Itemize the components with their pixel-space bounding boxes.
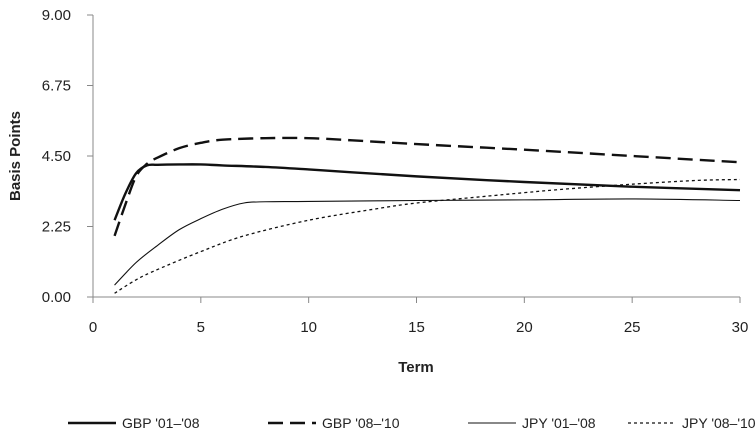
series-line-gbp-08-10	[113, 136, 741, 237]
y-axis-title: Basis Points	[7, 111, 24, 201]
legend: GBP '01–'08 GBP '08–'10 JPY '01–'08 JPY '08…	[68, 415, 755, 431]
y-tick-label: 9.00	[42, 7, 71, 24]
plot-series	[113, 136, 741, 294]
legend-item-gbp-08-10: GBP '08–'10	[268, 415, 400, 431]
series-line-jpy-01-08	[114, 198, 741, 286]
legend-item-jpy-08-10: JPY '08–'10	[628, 415, 755, 431]
y-tick-label: 0.00	[42, 289, 71, 306]
legend-item-gbp-01-08: GBP '01–'08	[68, 415, 200, 431]
legend-label: JPY '08–'10	[682, 415, 755, 431]
x-tick-label: 20	[516, 319, 533, 336]
x-tick-label: 5	[197, 319, 205, 336]
x-tick-label: 15	[408, 319, 425, 336]
x-tick-label: 30	[732, 319, 749, 336]
y-tick-label: 6.75	[42, 78, 71, 95]
x-axis-title: Term	[398, 359, 434, 376]
y-tick-label: 2.25	[42, 219, 71, 236]
plot-axes: 0.00 2.25 4.50 6.75 9.00 0 5 10 15 20 25 30	[42, 7, 749, 336]
legend-label: JPY '01–'08	[522, 415, 596, 431]
x-tick-label: 10	[300, 319, 317, 336]
series-line-jpy-08-10	[114, 178, 741, 294]
legend-label: GBP '08–'10	[322, 415, 400, 431]
x-tick-label: 25	[624, 319, 641, 336]
legend-item-jpy-01-08: JPY '01–'08	[468, 415, 596, 431]
series-line-gbp-01-08	[113, 163, 741, 221]
x-tick-label: 0	[89, 319, 97, 336]
y-tick-label: 4.50	[42, 148, 71, 165]
legend-label: GBP '01–'08	[122, 415, 200, 431]
